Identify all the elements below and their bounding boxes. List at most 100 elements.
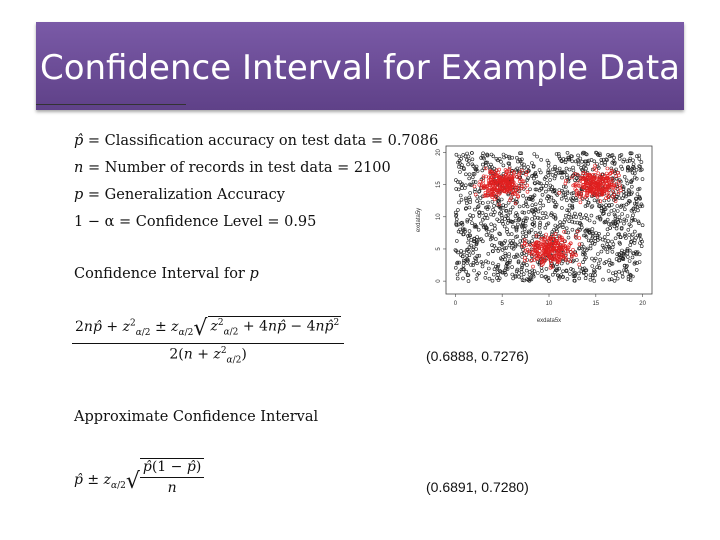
scatter-point: [504, 266, 508, 271]
scatter-point: [519, 151, 524, 155]
scatter-point: [509, 232, 514, 236]
scatter-point: [588, 277, 593, 282]
scatter-point: [617, 156, 622, 161]
scatter-point: [525, 178, 530, 182]
scatter-point: [480, 264, 485, 269]
scatter-point: [622, 253, 626, 258]
scatter-point: [553, 164, 557, 169]
scatter-point: [638, 196, 642, 200]
scatter-point: [471, 247, 476, 252]
scatter-point: [619, 226, 624, 231]
scatter-point: [553, 217, 558, 221]
scatter-point: [481, 223, 486, 228]
x-tick-label: 0: [454, 301, 458, 307]
scatter-point: [621, 257, 626, 261]
scatter-points: [453, 150, 645, 283]
scatter-point: [545, 158, 550, 163]
scatter-point: [464, 269, 469, 274]
scatter-point: [561, 269, 565, 274]
scatter-point: [580, 246, 585, 251]
scatter-point: [528, 195, 533, 199]
scatter-point: [635, 261, 639, 265]
scatter-point: [599, 249, 604, 254]
scatter-point: [519, 267, 524, 272]
definition-symbol: p: [74, 187, 84, 203]
scatter-point: [600, 184, 605, 189]
scatter-point: [465, 219, 470, 224]
scatter-point: [497, 192, 501, 197]
scatter-point: [581, 171, 586, 175]
scatter-point: [507, 156, 512, 161]
scatter-point: [525, 204, 530, 209]
scatter-point: [582, 184, 586, 189]
scatter-point: [484, 271, 488, 275]
scatter-point: [588, 172, 592, 177]
scatter-point: [546, 199, 551, 204]
scatter-point: [532, 176, 536, 181]
scatter-point: [607, 222, 611, 226]
scatter-point: [560, 252, 565, 257]
scatter-point: [472, 172, 477, 176]
scatter-point: [523, 219, 528, 224]
scatter-point: [495, 186, 499, 190]
scatter-point: [497, 156, 502, 161]
scatter-point: [475, 199, 479, 203]
scatter-point: [462, 267, 466, 272]
scatter-point: [618, 183, 622, 188]
scatter-point: [524, 172, 528, 177]
scatter-point: [631, 218, 636, 222]
scatter-point: [471, 245, 476, 250]
scatter-point: [530, 161, 534, 165]
scatter-point: [590, 273, 595, 278]
scatter-point: [483, 276, 488, 280]
scatter-point: [619, 203, 624, 208]
scatter-point: [472, 236, 477, 241]
scatter-point: [490, 165, 494, 169]
scatter-point: [637, 157, 642, 161]
scatter-point: [571, 196, 575, 200]
scatter-point: [477, 271, 481, 275]
scatter-point: [517, 271, 521, 275]
scatter-point: [605, 190, 609, 195]
scatter-point: [584, 268, 589, 272]
scatter-point: [523, 200, 528, 205]
scatter-point: [625, 181, 630, 186]
scatter-point: [605, 250, 610, 254]
scatter-point: [627, 233, 631, 237]
scatter-point: [554, 171, 558, 176]
scatter-point: [534, 187, 539, 192]
scatter-point: [630, 236, 634, 240]
scatter-point: [582, 164, 586, 169]
scatter-point: [525, 216, 529, 221]
scatter-point: [620, 196, 625, 201]
scatter-point: [633, 238, 637, 243]
scatter-point: [508, 239, 513, 243]
scatter-point: [495, 174, 500, 178]
scatter-point: [563, 193, 568, 197]
scatter-point: [470, 175, 475, 180]
scatter-point: [582, 271, 586, 275]
scatter-point: [460, 222, 465, 227]
scatter-point: [459, 267, 464, 272]
scatter-point: [501, 255, 505, 259]
scatter-point: [513, 201, 518, 206]
scatter-point: [555, 268, 559, 272]
scatter-point: [466, 273, 471, 277]
scatter-point: [539, 198, 543, 203]
scatter-point: [505, 230, 509, 234]
scatter-point: [509, 190, 513, 195]
scatter-point: [488, 233, 492, 238]
scatter-point: [576, 162, 581, 167]
scatter-point: [557, 171, 562, 175]
scatter-point: [623, 234, 627, 238]
scatter-point: [580, 159, 584, 164]
scatter-point: [487, 276, 492, 281]
scatter-point: [538, 216, 542, 221]
scatter-point: [629, 224, 633, 228]
scatter-point: [516, 194, 520, 199]
scatter-point: [587, 228, 592, 232]
scatter-point: [574, 159, 578, 164]
scatter-point: [605, 158, 609, 162]
scatter-point: [456, 250, 460, 255]
scatter-point: [553, 232, 558, 236]
